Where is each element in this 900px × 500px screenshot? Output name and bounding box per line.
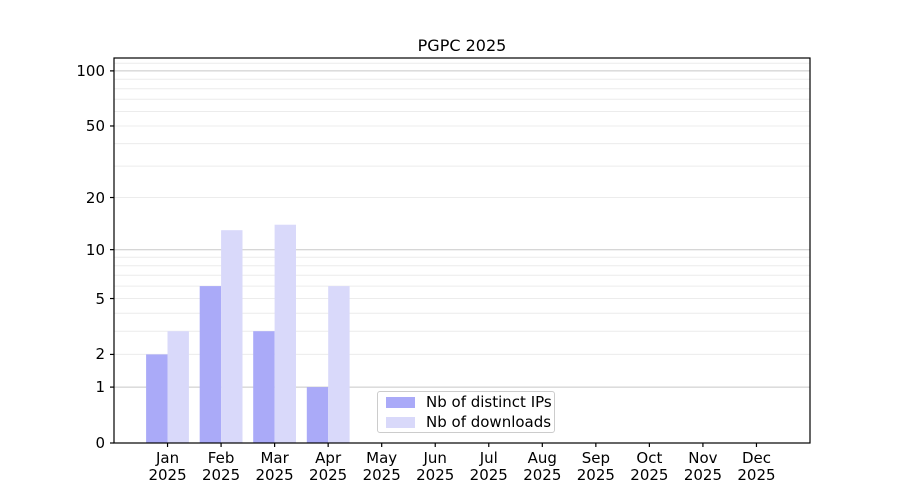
x-tick-label: Aug 2025 bbox=[523, 449, 562, 484]
legend: Nb of distinct IPs Nb of downloads bbox=[377, 391, 555, 433]
x-tick-label: Mar 2025 bbox=[255, 449, 294, 484]
x-tick-label: May 2025 bbox=[362, 449, 401, 484]
legend-item-downloads: Nb of downloads bbox=[386, 412, 554, 432]
x-tick-label: Dec 2025 bbox=[737, 449, 776, 484]
bar-distinct-ips bbox=[146, 354, 168, 443]
y-tick-label: 5 bbox=[95, 289, 105, 308]
bar-downloads bbox=[167, 331, 189, 443]
x-tick-label: Apr 2025 bbox=[309, 449, 348, 484]
x-tick-label: Jul 2025 bbox=[469, 449, 508, 484]
legend-item-distinct-ips: Nb of distinct IPs bbox=[386, 392, 554, 412]
legend-swatch-distinct-ips bbox=[386, 396, 415, 408]
bar-distinct-ips bbox=[199, 286, 222, 443]
y-tick-label: 10 bbox=[85, 240, 105, 259]
y-tick-label: 2 bbox=[95, 345, 105, 364]
bar-distinct-ips bbox=[306, 387, 329, 443]
legend-swatch-downloads bbox=[386, 416, 415, 428]
y-tick-label: 1 bbox=[95, 378, 105, 397]
bar-distinct-ips bbox=[253, 331, 275, 443]
y-tick-label: 100 bbox=[76, 61, 105, 80]
legend-label-distinct-ips: Nb of distinct IPs bbox=[426, 393, 552, 411]
x-tick-label: Jun 2025 bbox=[416, 449, 455, 484]
x-tick-label: Nov 2025 bbox=[683, 449, 723, 484]
plot-border bbox=[113, 57, 811, 444]
x-tick-label: Oct 2025 bbox=[630, 449, 669, 484]
y-tick-label: 50 bbox=[85, 116, 105, 135]
legend-label-downloads: Nb of downloads bbox=[426, 413, 552, 431]
bar-downloads bbox=[221, 230, 243, 443]
x-tick-label: Sep 2025 bbox=[576, 449, 615, 484]
y-tick-label: 0 bbox=[95, 434, 105, 452]
x-tick-label: Feb 2025 bbox=[201, 449, 241, 484]
chart-title: PGPC 2025 bbox=[417, 36, 507, 55]
x-tick-label: Jan 2025 bbox=[148, 449, 187, 484]
y-tick-label: 20 bbox=[85, 188, 105, 207]
bar-downloads bbox=[328, 286, 350, 443]
bar-downloads bbox=[274, 224, 296, 443]
